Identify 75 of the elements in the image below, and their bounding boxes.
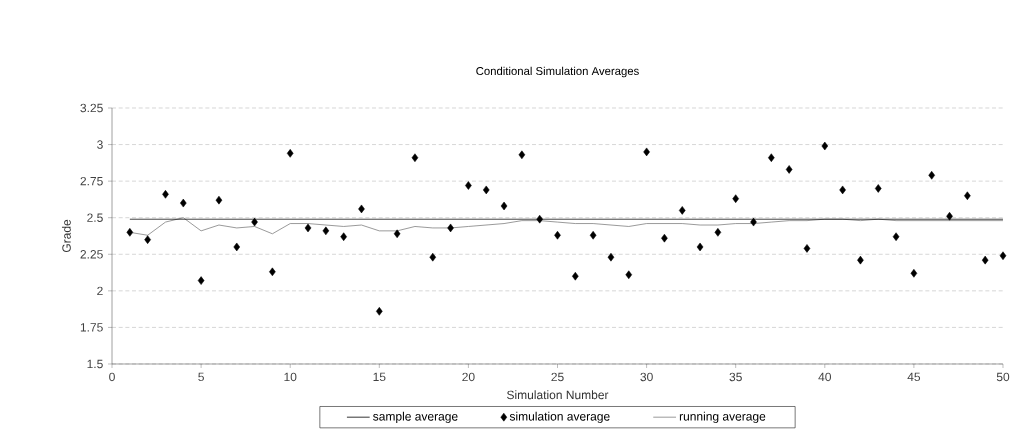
x-tick-label: 40 xyxy=(818,372,832,382)
point xyxy=(946,211,953,221)
point xyxy=(304,223,312,233)
point xyxy=(393,229,401,239)
point xyxy=(518,150,526,160)
point xyxy=(892,232,900,241)
x-tick-label: 10 xyxy=(284,372,297,382)
point xyxy=(803,244,811,253)
point xyxy=(732,194,739,203)
point xyxy=(910,269,918,278)
legend-label: sample average xyxy=(373,411,458,424)
point xyxy=(376,307,383,316)
point xyxy=(286,149,294,158)
point xyxy=(661,233,668,243)
y-tick-label: 3.25 xyxy=(80,103,103,113)
x-tick-label: 0 xyxy=(109,372,115,382)
point xyxy=(322,226,330,236)
y-axis-title: Grade xyxy=(61,219,71,253)
point xyxy=(874,184,882,193)
point xyxy=(340,232,347,241)
point xyxy=(358,204,365,214)
point xyxy=(554,230,561,240)
x-axis-title: Simulation Number xyxy=(507,390,609,400)
point xyxy=(678,206,686,215)
y-tick-label: 2.5 xyxy=(87,213,103,222)
x-tick-label: 25 xyxy=(551,372,564,382)
point xyxy=(251,217,258,227)
y-tick-label: 1.75 xyxy=(80,323,103,332)
legend-label: simulation average xyxy=(509,411,610,424)
point xyxy=(750,217,757,227)
chart-title: Conditional Simulation Averages xyxy=(476,66,639,78)
point xyxy=(785,165,793,174)
point xyxy=(572,271,579,281)
x-tick-label: 30 xyxy=(640,372,653,382)
point xyxy=(768,153,775,162)
point xyxy=(126,228,134,237)
point xyxy=(536,214,543,224)
point xyxy=(999,251,1007,261)
point xyxy=(500,201,508,211)
y-tick-label: 2.25 xyxy=(80,250,103,259)
point xyxy=(964,191,971,201)
point xyxy=(269,267,276,277)
point xyxy=(839,185,846,195)
point xyxy=(162,190,169,199)
y-tick-label: 2 xyxy=(97,286,103,296)
point xyxy=(233,242,241,252)
x-tick-label: 50 xyxy=(996,372,1010,382)
point xyxy=(482,185,490,195)
y-tick-label: 2.75 xyxy=(80,176,103,186)
point xyxy=(928,171,935,180)
x-tick-label: 45 xyxy=(907,372,921,382)
point xyxy=(197,276,205,285)
x-tick-label: 5 xyxy=(198,372,204,382)
point xyxy=(625,270,633,280)
point xyxy=(144,235,151,244)
x-tick-label: 20 xyxy=(462,372,475,382)
point xyxy=(180,198,187,208)
point xyxy=(429,252,437,262)
point xyxy=(821,141,829,151)
y-tick-label: 1.5 xyxy=(87,359,103,369)
legend-label: running average xyxy=(679,411,766,424)
point xyxy=(643,147,650,157)
point xyxy=(696,242,704,252)
point xyxy=(981,255,989,265)
point xyxy=(714,228,722,237)
y-tick-label: 3 xyxy=(97,140,103,149)
x-tick-label: 35 xyxy=(729,372,742,382)
point xyxy=(857,255,864,265)
point xyxy=(465,181,472,190)
point xyxy=(411,153,419,162)
point xyxy=(589,230,597,240)
x-tick-label: 15 xyxy=(373,372,386,382)
point xyxy=(215,195,223,205)
point xyxy=(447,223,454,233)
point xyxy=(607,252,615,262)
